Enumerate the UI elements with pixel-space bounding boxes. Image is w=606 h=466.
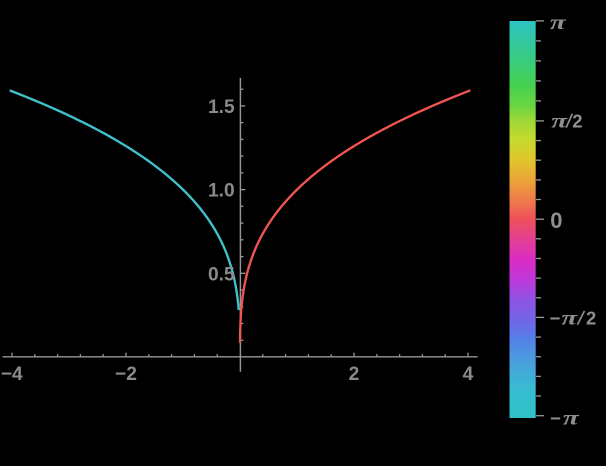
svg-text:0.5: 0.5 bbox=[208, 264, 235, 285]
svg-text:−2: −2 bbox=[115, 364, 137, 385]
svg-text:−4: −4 bbox=[1, 364, 23, 385]
svg-text:2: 2 bbox=[349, 364, 360, 385]
svg-text:2: 2 bbox=[586, 307, 596, 328]
svg-text:4: 4 bbox=[463, 364, 474, 385]
svg-text:π: π bbox=[561, 306, 578, 329]
svg-text:π: π bbox=[563, 406, 580, 429]
svg-text:−: − bbox=[550, 407, 561, 428]
svg-text:2: 2 bbox=[572, 110, 582, 131]
svg-text:1.0: 1.0 bbox=[208, 181, 235, 202]
svg-text:−: − bbox=[550, 307, 561, 328]
svg-text:π: π bbox=[550, 11, 567, 34]
svg-text:0: 0 bbox=[550, 208, 562, 233]
svg-text:π: π bbox=[551, 109, 568, 132]
svg-text:1.5: 1.5 bbox=[208, 97, 235, 118]
